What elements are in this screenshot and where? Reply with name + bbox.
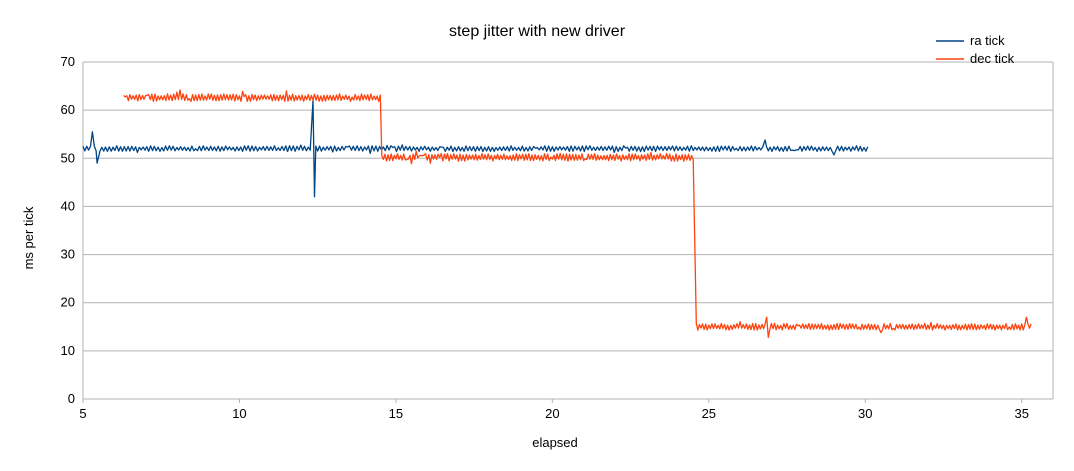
legend-label: ra tick bbox=[970, 33, 1005, 48]
x-tick-label: 20 bbox=[545, 406, 559, 421]
y-axis-ticks: 0 10 20 30 40 50 60 70 bbox=[61, 54, 75, 406]
y-tick-label: 0 bbox=[68, 391, 75, 406]
chart-title: step jitter with new driver bbox=[449, 23, 626, 40]
x-tick-label: 35 bbox=[1014, 406, 1028, 421]
series-line-ra-tick bbox=[82, 99, 869, 198]
legend-label: dec tick bbox=[970, 51, 1015, 66]
y-tick-label: 40 bbox=[61, 198, 75, 213]
legend: ra tick dec tick bbox=[936, 33, 1015, 66]
y-axis-label: ms per tick bbox=[21, 206, 36, 269]
y-tick-label: 50 bbox=[61, 150, 75, 165]
y-tick-label: 10 bbox=[61, 343, 75, 358]
y-tick-label: 70 bbox=[61, 54, 75, 69]
y-tick-label: 30 bbox=[61, 247, 75, 262]
x-tick-label: 10 bbox=[232, 406, 246, 421]
series-layer bbox=[82, 89, 1032, 339]
x-axis-ticks: 5 10 15 20 25 30 35 bbox=[79, 399, 1029, 421]
x-axis-label: elapsed bbox=[532, 435, 578, 450]
x-tick-label: 15 bbox=[389, 406, 403, 421]
y-tick-label: 20 bbox=[61, 295, 75, 310]
x-tick-label: 5 bbox=[79, 406, 86, 421]
y-tick-label: 60 bbox=[61, 102, 75, 117]
series-line-dec-tick bbox=[123, 89, 1032, 339]
x-tick-label: 30 bbox=[858, 406, 872, 421]
x-tick-label: 25 bbox=[702, 406, 716, 421]
